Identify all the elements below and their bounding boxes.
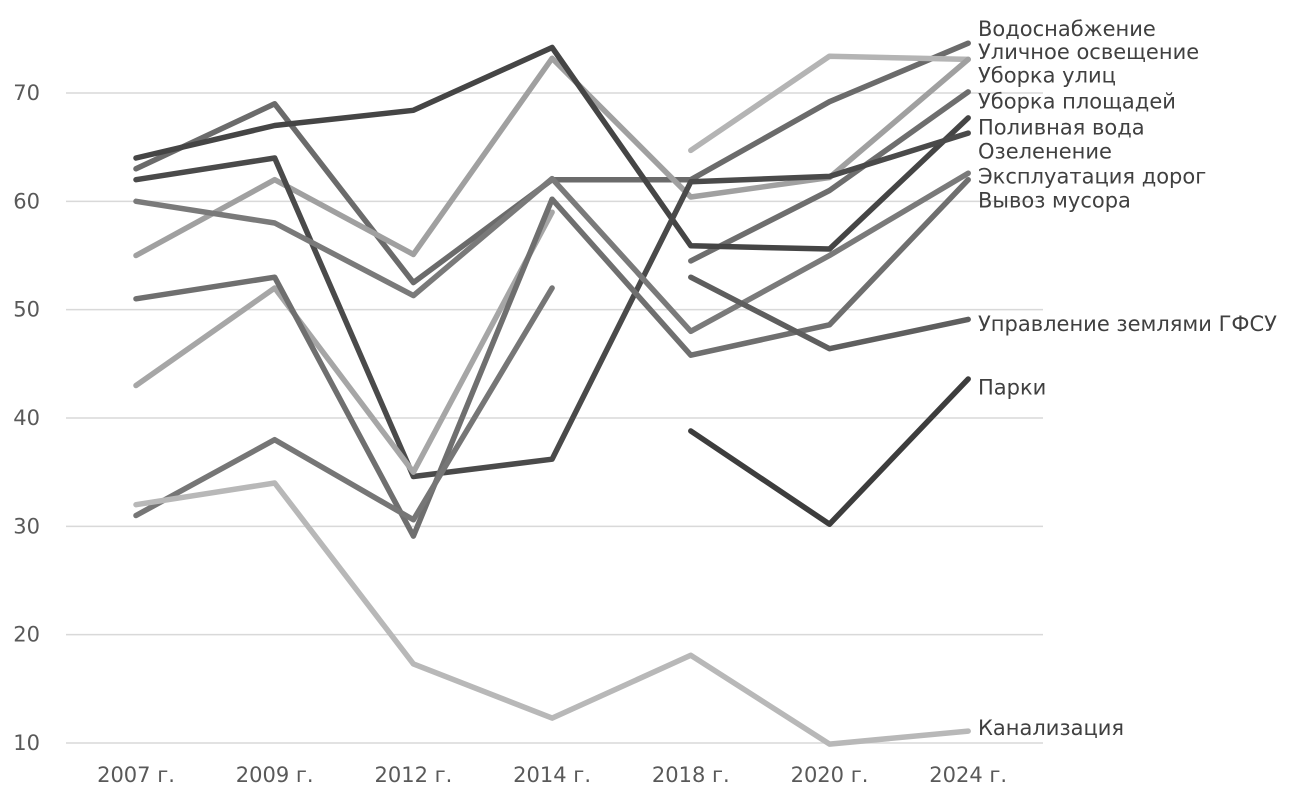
y-tick-label: 30	[13, 514, 40, 538]
x-tick-label: 2009 г.	[236, 763, 314, 787]
series-label-уличное-освещение: Уличное освещение	[978, 40, 1199, 64]
x-tick-label: 2014 г.	[513, 763, 591, 787]
x-tick-label: 2018 г.	[652, 763, 730, 787]
series-label-поливная-вода: Поливная вода	[978, 116, 1145, 140]
series-label-эксплуатация-дорог: Эксплуатация дорог	[978, 164, 1206, 188]
y-tick-label: 60	[13, 189, 40, 213]
y-tick-label: 40	[13, 406, 40, 430]
series-line-уличное-освещение	[688, 53, 971, 154]
series-line-вывоз-мусора	[136, 184, 968, 472]
series-line-канализация	[133, 480, 971, 747]
series-line-озеленение	[133, 130, 971, 480]
series-label-управление-землями-гфсу: Управление землями ГФСУ	[978, 312, 1277, 336]
x-tick-label: 2024 г.	[929, 763, 1007, 787]
x-axis-ticks: 2007 г. 2009 г. 2012 г. 2014 г. 2018 г. 2020 …	[97, 763, 1007, 787]
x-tick-label: 2012 г.	[374, 763, 452, 787]
series-line-парки-2	[133, 285, 555, 523]
y-axis-ticks: 10 20 30 40 50 60 70	[13, 81, 40, 755]
y-tick-label: 50	[13, 298, 40, 322]
series-label-водоснабжение: Водоснабжение	[978, 17, 1156, 41]
y-tick-label: 10	[13, 731, 40, 755]
series-lines	[133, 40, 971, 747]
series-label-озеленение: Озеленение	[978, 140, 1112, 164]
series-line-управление-землями-гфсу	[133, 176, 971, 539]
series-line-парки	[688, 376, 971, 527]
series-line-уборка-улиц	[133, 55, 971, 259]
x-tick-label: 2020 г.	[791, 763, 869, 787]
series-line-эксплуатация-дорог	[133, 170, 971, 335]
series-label-канализация: Канализация	[978, 716, 1124, 740]
series-line-уборка-площадей	[688, 89, 971, 264]
series-label-вывоз-мусора: Вывоз мусора	[978, 188, 1131, 212]
gridlines	[66, 92, 1043, 744]
series-label-уборка-улиц: Уборка улиц	[978, 64, 1116, 88]
series-label-уборка-площадей: Уборка площадей	[978, 90, 1176, 114]
y-tick-label: 20	[13, 623, 40, 647]
y-tick-label: 70	[13, 81, 40, 105]
x-tick-label: 2007 г.	[97, 763, 175, 787]
series-label-парки: Парки	[978, 376, 1046, 400]
series-line-поливная-вода	[133, 44, 971, 252]
series-line-управление-землями-гфсу-2	[688, 274, 971, 352]
